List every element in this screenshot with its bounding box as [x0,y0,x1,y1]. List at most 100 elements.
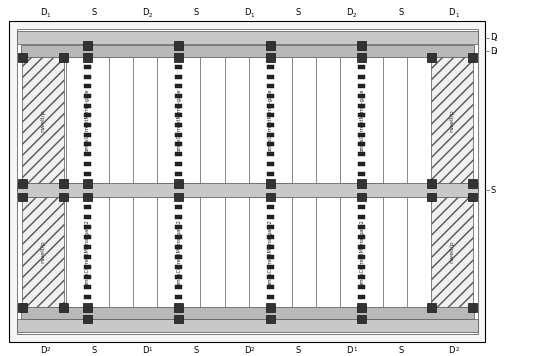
Text: nwell/p: nwell/p [41,241,46,263]
Bar [267,172,274,176]
Bar [21,46,473,57]
Text: S: S [92,8,97,17]
Bar [18,303,27,312]
Bar [174,303,183,312]
Bar [17,183,477,197]
Bar [175,162,182,166]
Bar [358,75,365,79]
Bar [84,255,91,259]
Bar [267,285,274,289]
Bar [267,114,274,117]
Text: D: D [39,346,46,355]
Bar [358,205,365,209]
Text: S: S [491,185,496,195]
Bar [358,114,365,117]
Bar [83,193,92,201]
Bar [175,265,182,269]
Bar [267,245,274,249]
Bar [84,275,91,279]
Bar [267,123,274,127]
Text: S: S [92,346,97,355]
Text: 2: 2 [493,50,497,55]
Bar [358,295,365,299]
Bar [175,114,182,117]
Bar [358,65,365,69]
Bar [266,179,275,188]
Bar [84,285,91,289]
Bar [175,225,182,229]
Bar [266,315,275,324]
Bar [175,152,182,156]
Bar [358,123,365,127]
Bar [83,315,92,324]
Text: D: D [448,8,455,17]
Bar [175,84,182,88]
Text: 2: 2 [47,347,50,352]
Bar [22,57,64,183]
Bar [427,53,436,62]
Bar [158,197,200,307]
Bar [175,75,182,79]
Text: 1: 1 [455,13,459,18]
Bar [267,75,274,79]
Bar [83,53,92,62]
Bar [17,183,477,197]
Text: D: D [448,346,455,355]
Text: D: D [244,8,251,17]
Bar [175,172,182,176]
Bar [174,193,183,201]
Bar [84,123,91,127]
Bar [21,307,473,319]
Text: D: D [346,346,353,355]
Bar [267,104,274,108]
Text: S: S [398,346,403,355]
Bar [468,179,477,188]
Bar [84,84,91,88]
Text: D: D [142,346,148,355]
Text: 2: 2 [455,347,459,352]
Bar [84,133,91,137]
Bar [83,303,92,312]
Bar [17,31,477,44]
Bar [84,235,91,239]
Bar [175,295,182,299]
Bar [357,41,366,50]
Bar [59,193,68,201]
Bar [21,307,473,319]
Bar [358,172,365,176]
Bar [18,179,27,188]
Bar [267,255,274,259]
Bar [84,265,91,269]
Text: pmosCurrentMirror-gate: pmosCurrentMirror-gate [359,88,364,152]
Bar [358,162,365,166]
Bar [266,303,275,312]
Bar [84,152,91,156]
Bar [249,197,291,307]
Bar [357,179,366,188]
Bar [266,53,275,62]
Text: pmosCurrentMirror-gate2: pmosCurrentMirror-gate2 [85,219,90,286]
Bar [357,53,366,62]
Bar [83,41,92,50]
Bar [358,133,365,137]
Text: S: S [398,8,403,17]
Text: 2: 2 [149,13,152,18]
Bar [84,215,91,219]
Bar [175,142,182,146]
Bar [84,94,91,98]
Text: pmosCurrentMirror-gate: pmosCurrentMirror-gate [85,88,90,152]
Bar [267,275,274,279]
Bar [431,197,472,307]
Bar [358,142,365,146]
Text: nwell/p: nwell/p [450,109,455,132]
Text: D: D [142,8,148,17]
Bar [266,193,275,201]
Text: pmosCurrentMirror-gate2: pmosCurrentMirror-gate2 [359,219,364,286]
Bar [84,205,91,209]
Bar [9,21,486,342]
Text: D: D [244,346,251,355]
Text: D: D [491,33,497,42]
Bar [357,193,366,201]
Bar [267,133,274,137]
Text: S: S [194,346,199,355]
